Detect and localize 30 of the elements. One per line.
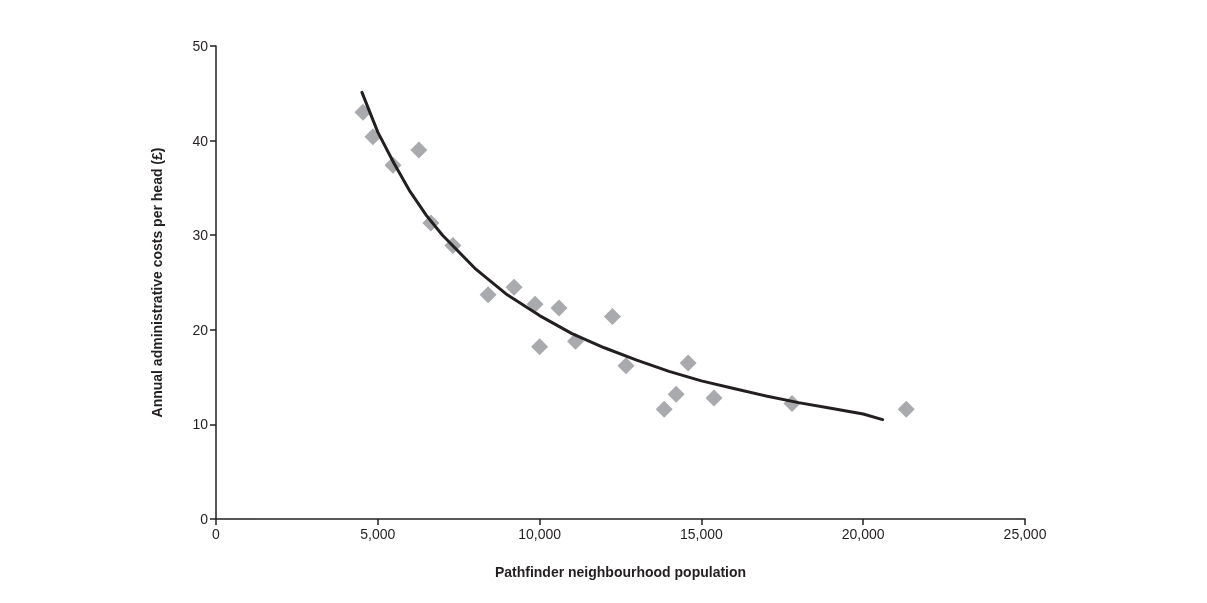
point — [550, 299, 568, 317]
x-axis-title: Pathfinder neighbourhood population — [494, 564, 747, 580]
x-tick-label: 5,000 — [360, 526, 396, 542]
x-tick-label: 0 — [212, 526, 221, 542]
y-tick-label: 50 — [192, 38, 209, 54]
point — [479, 286, 497, 304]
y-tick-label: 10 — [192, 416, 209, 433]
point — [679, 354, 697, 372]
y-tick-label: 20 — [192, 321, 209, 338]
y-tick-label: 30 — [192, 227, 209, 244]
point — [617, 357, 635, 375]
x-tick-label: 25,000 — [1003, 526, 1047, 542]
point — [410, 141, 428, 159]
point — [655, 400, 673, 418]
x-tick-label: 20,000 — [841, 526, 885, 542]
y-tick-label: 40 — [192, 132, 209, 149]
y-axis-title: Annual administrative costs per head (£) — [149, 147, 165, 418]
point — [526, 295, 544, 313]
point — [897, 400, 915, 418]
point — [364, 128, 382, 146]
point — [354, 103, 372, 121]
line-series — [360, 90, 885, 422]
point — [603, 308, 621, 326]
point — [531, 338, 549, 356]
x-tick-label: 10,000 — [518, 526, 562, 542]
point — [667, 385, 685, 403]
x-tick-label: 15,000 — [679, 526, 724, 542]
y-tick-label: 0 — [200, 511, 209, 527]
point — [505, 278, 523, 296]
point — [705, 389, 723, 407]
